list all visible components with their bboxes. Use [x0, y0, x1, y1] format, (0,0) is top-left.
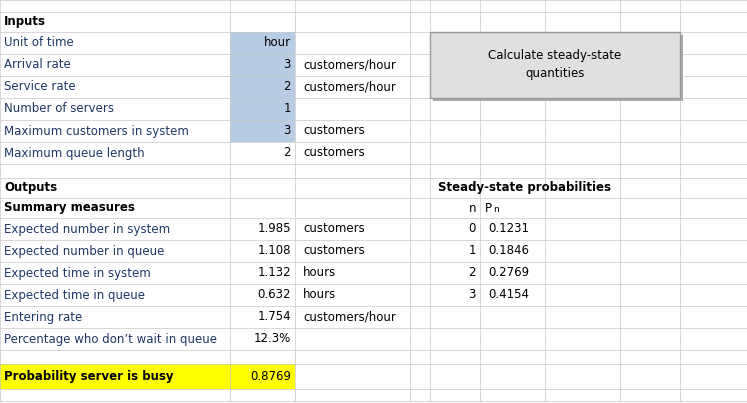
Text: Entering rate: Entering rate — [4, 310, 82, 324]
Text: hours: hours — [303, 266, 336, 280]
Text: 0.632: 0.632 — [258, 289, 291, 301]
Text: 1.754: 1.754 — [258, 310, 291, 324]
Text: n: n — [493, 206, 499, 214]
Bar — [230, 120, 295, 142]
Text: Service rate: Service rate — [4, 81, 75, 93]
Bar — [430, 32, 680, 98]
Text: 1.132: 1.132 — [258, 266, 291, 280]
Text: Outputs: Outputs — [4, 181, 57, 195]
Text: 0.1846: 0.1846 — [488, 245, 529, 258]
Text: customers: customers — [303, 125, 365, 137]
Text: Calculate steady-state
quantities: Calculate steady-state quantities — [489, 50, 622, 81]
Text: 3: 3 — [284, 58, 291, 71]
Text: 1: 1 — [468, 245, 476, 258]
Bar — [433, 35, 683, 101]
Text: customers: customers — [303, 245, 365, 258]
Text: 1: 1 — [284, 102, 291, 116]
Text: Inputs: Inputs — [4, 15, 46, 29]
Text: Expected time in system: Expected time in system — [4, 266, 151, 280]
Text: 3: 3 — [284, 125, 291, 137]
Bar — [230, 76, 295, 98]
Text: customers: customers — [303, 147, 365, 160]
Text: 2: 2 — [284, 147, 291, 160]
Text: Unit of time: Unit of time — [4, 37, 74, 50]
Text: 2: 2 — [468, 266, 476, 280]
Text: 0.1231: 0.1231 — [488, 222, 529, 235]
Text: 1.108: 1.108 — [258, 245, 291, 258]
Text: Probability server is busy: Probability server is busy — [4, 370, 173, 383]
Text: 0: 0 — [468, 222, 476, 235]
Text: customers/hour: customers/hour — [303, 310, 396, 324]
Text: Maximum customers in system: Maximum customers in system — [4, 125, 189, 137]
Bar — [230, 98, 295, 120]
Text: hours: hours — [303, 289, 336, 301]
Text: 1.985: 1.985 — [258, 222, 291, 235]
Text: Number of servers: Number of servers — [4, 102, 114, 116]
Text: 3: 3 — [468, 289, 476, 301]
Text: customers/hour: customers/hour — [303, 81, 396, 93]
Text: 0.4154: 0.4154 — [488, 289, 529, 301]
Text: Expected time in queue: Expected time in queue — [4, 289, 145, 301]
Text: customers/hour: customers/hour — [303, 58, 396, 71]
Text: Steady-state probabilities: Steady-state probabilities — [438, 181, 611, 195]
Text: Arrival rate: Arrival rate — [4, 58, 71, 71]
Text: n: n — [468, 202, 476, 214]
Bar — [0, 364, 295, 389]
Text: customers: customers — [303, 222, 365, 235]
Text: Expected number in queue: Expected number in queue — [4, 245, 164, 258]
Text: Summary measures: Summary measures — [4, 202, 135, 214]
Text: 12.3%: 12.3% — [254, 332, 291, 345]
Text: 0.2769: 0.2769 — [488, 266, 529, 280]
Text: Maximum queue length: Maximum queue length — [4, 147, 145, 160]
Bar — [230, 32, 295, 54]
Text: 0.8769: 0.8769 — [250, 370, 291, 383]
Text: hour: hour — [264, 37, 291, 50]
Text: P: P — [485, 202, 492, 214]
Text: Expected number in system: Expected number in system — [4, 222, 170, 235]
Text: 2: 2 — [284, 81, 291, 93]
Bar — [230, 54, 295, 76]
Text: Percentage who don’t wait in queue: Percentage who don’t wait in queue — [4, 332, 217, 345]
